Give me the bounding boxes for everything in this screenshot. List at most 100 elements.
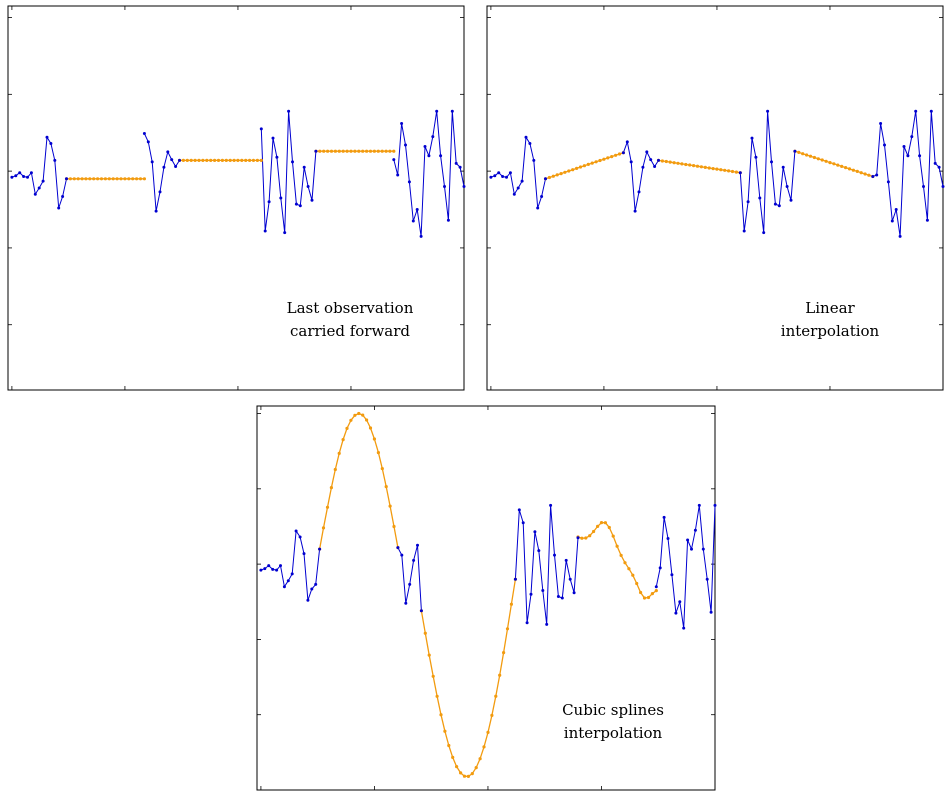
observed-point [306, 598, 310, 602]
imputed-point [596, 524, 600, 529]
imputed-point [832, 162, 836, 166]
observed-point [666, 537, 670, 540]
observed-point [302, 552, 306, 556]
imputed-point [707, 166, 711, 170]
observed-point [528, 142, 532, 145]
imputed-point [462, 774, 467, 778]
observed-point [435, 109, 439, 113]
imputed-point [127, 177, 131, 181]
observed-point [259, 568, 263, 572]
imputed-point [805, 153, 809, 157]
observed-series-line [393, 111, 465, 237]
imputed-point [509, 602, 513, 606]
observed-point [423, 145, 427, 148]
imputed-point [607, 525, 611, 530]
observed-point [670, 573, 674, 577]
observed-point [701, 547, 705, 551]
panel-linear: Linear interpolation [486, 5, 945, 391]
imputed-point [586, 162, 590, 166]
observed-point [150, 160, 154, 164]
imputed-point [372, 149, 376, 153]
observed-point [271, 136, 275, 140]
imputed-point [384, 149, 388, 153]
observed-point [653, 165, 657, 168]
imputed-point [388, 504, 392, 508]
observed-point [279, 196, 283, 200]
observed-point [933, 161, 937, 165]
observed-point [925, 218, 929, 222]
imputed-point [851, 168, 856, 172]
observed-point [637, 190, 641, 194]
observed-point [929, 109, 933, 113]
observed-point [158, 190, 162, 194]
observed-point [754, 155, 758, 159]
panel-locf: Last observation carried forward [7, 5, 466, 391]
imputed-point [676, 161, 680, 165]
imputed-point [602, 157, 606, 161]
imputed-point [680, 162, 684, 166]
imputed-point [189, 158, 193, 162]
imputed-point [251, 158, 256, 162]
imputed-point [584, 536, 588, 540]
imputed-point [844, 166, 848, 170]
imputed-point [427, 653, 431, 657]
imputed-point [635, 581, 639, 586]
observed-point [883, 143, 886, 147]
observed-point [762, 231, 766, 235]
imputed-point [193, 158, 197, 162]
imputed-point [228, 158, 232, 162]
observed-point [404, 143, 407, 147]
imputed-point [368, 426, 373, 430]
imputed-point [703, 165, 707, 169]
imputed-series-line [318, 412, 399, 550]
imputed-point [357, 411, 361, 416]
observed-point [314, 149, 318, 153]
observed-point [400, 553, 404, 557]
observed-point [517, 508, 521, 512]
imputed-point [220, 158, 224, 162]
observed-point [162, 165, 166, 169]
imputed-point [96, 177, 100, 181]
observed-point [37, 186, 41, 190]
observed-point [898, 234, 902, 238]
imputed-point [617, 152, 622, 156]
observed-point [142, 132, 146, 135]
observed-point [941, 185, 945, 188]
imputed-point [205, 158, 209, 162]
observed-point [291, 160, 294, 164]
imputed-point [142, 177, 146, 181]
imputed-point [474, 766, 478, 770]
observed-point [53, 158, 57, 162]
imputed-point [80, 177, 84, 181]
observed-point [10, 175, 14, 179]
imputed-point [688, 163, 692, 167]
observed-point [446, 218, 450, 222]
imputed-point [185, 158, 189, 162]
imputed-point [376, 451, 380, 455]
observed-point [306, 185, 310, 188]
observed-point [690, 547, 693, 551]
imputed-point [392, 524, 396, 529]
observed-point [501, 175, 505, 178]
observed-point [259, 127, 263, 131]
imputed-point [466, 774, 470, 779]
observed-point [497, 171, 501, 175]
observed-point [271, 567, 275, 571]
imputed-point [439, 713, 443, 717]
observed-point [49, 142, 53, 145]
observed-point [553, 553, 556, 557]
observed-point [416, 543, 419, 547]
observed-point [174, 165, 178, 168]
observed-point [662, 515, 666, 519]
observed-point [29, 171, 33, 175]
observed-point [742, 229, 746, 233]
observed-point [657, 158, 660, 162]
observed-series-line [739, 111, 796, 233]
observed-point [750, 136, 754, 140]
observed-point [910, 135, 914, 139]
imputed-point [209, 158, 213, 162]
imputed-point [734, 170, 739, 174]
imputed-point [555, 173, 559, 177]
observed-point [785, 185, 789, 188]
observed-point [45, 135, 49, 139]
